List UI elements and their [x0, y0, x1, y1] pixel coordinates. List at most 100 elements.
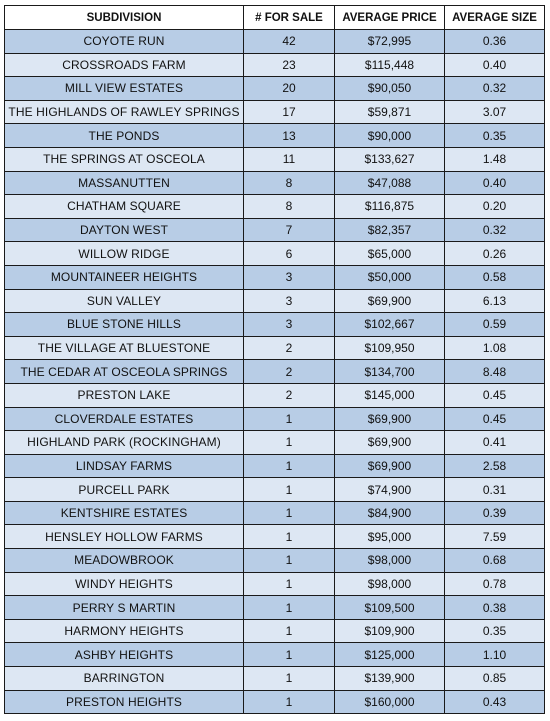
cell-subdivision: LINDSAY FARMS	[4, 453, 244, 479]
cell-average-price: $84,900	[334, 500, 445, 526]
cell-average-size: 0.20	[444, 194, 545, 219]
cell-average-size: 1.48	[444, 146, 545, 172]
cell-average-price: $69,900	[334, 288, 445, 314]
cell-average-price: $90,000	[334, 123, 445, 148]
cell-average-size: 0.32	[444, 217, 545, 243]
cell-subdivision: HENSLEY HOLLOW FARMS	[4, 524, 244, 550]
cell-average-size: 0.45	[444, 382, 545, 408]
table-row: CLOVERDALE ESTATES 1 $69,900 0.45	[4, 406, 545, 432]
cell-subdivision: MASSANUTTEN	[4, 170, 244, 196]
cell-average-size: 0.45	[444, 406, 545, 432]
table-row: CROSSROADS FARM 23 $115,448 0.40	[4, 52, 545, 78]
table-row: BLUE STONE HILLS 3 $102,667 0.59	[4, 312, 545, 337]
cell-for-sale: 1	[243, 548, 335, 573]
cell-for-sale: 17	[243, 99, 335, 125]
cell-average-size: 0.78	[444, 571, 545, 597]
cell-average-size: 0.35	[444, 123, 545, 148]
header-for-sale: # FOR SALE	[243, 5, 335, 30]
header-subdivision: SUBDIVISION	[4, 5, 244, 30]
cell-average-price: $139,900	[334, 666, 445, 691]
cell-for-sale: 3	[243, 264, 335, 290]
cell-subdivision: HIGHLAND PARK (ROCKINGHAM)	[4, 430, 244, 455]
cell-average-price: $69,900	[334, 406, 445, 432]
cell-for-sale: 2	[243, 335, 335, 361]
table-row: LINDSAY FARMS 1 $69,900 2.58	[4, 453, 545, 479]
cell-for-sale: 1	[243, 642, 335, 668]
cell-for-sale: 1	[243, 595, 335, 620]
table-row: COYOTE RUN 42 $72,995 0.36	[4, 29, 545, 54]
cell-average-size: 0.40	[444, 52, 545, 78]
cell-average-price: $98,000	[334, 548, 445, 573]
cell-for-sale: 1	[243, 571, 335, 597]
cell-for-sale: 2	[243, 382, 335, 408]
cell-average-size: 0.85	[444, 666, 545, 691]
table-row: SUN VALLEY 3 $69,900 6.13	[4, 288, 545, 314]
cell-subdivision: THE HIGHLANDS OF RAWLEY SPRINGS	[4, 99, 244, 125]
cell-average-price: $125,000	[334, 642, 445, 668]
cell-subdivision: PURCELL PARK	[4, 477, 244, 502]
cell-for-sale: 13	[243, 123, 335, 148]
cell-for-sale: 20	[243, 76, 335, 101]
cell-average-price: $82,357	[334, 217, 445, 243]
cell-average-size: 3.07	[444, 99, 545, 125]
table-row: MILL VIEW ESTATES 20 $90,050 0.32	[4, 76, 545, 101]
table-row: THE HIGHLANDS OF RAWLEY SPRINGS 17 $59,871…	[4, 99, 545, 125]
cell-subdivision: MILL VIEW ESTATES	[4, 76, 244, 101]
cell-average-price: $50,000	[334, 264, 445, 290]
cell-average-price: $102,667	[334, 312, 445, 337]
subdivision-table-container: SUBDIVISION # FOR SALE AVERAGE PRICE AVE…	[4, 5, 545, 715]
table-row: HENSLEY HOLLOW FARMS 1 $95,000 7.59	[4, 524, 545, 550]
table-row: THE SPRINGS AT OSCEOLA 11 $133,627 1.48	[4, 146, 545, 172]
cell-average-price: $72,995	[334, 29, 445, 54]
cell-average-size: 0.35	[444, 618, 545, 644]
cell-average-size: 0.38	[444, 595, 545, 620]
cell-average-size: 0.40	[444, 170, 545, 196]
cell-subdivision: WINDY HEIGHTS	[4, 571, 244, 597]
table-row: HARMONY HEIGHTS 1 $109,900 0.35	[4, 618, 545, 644]
table-row: HIGHLAND PARK (ROCKINGHAM) 1 $69,900 0.41	[4, 430, 545, 455]
cell-average-size: 0.58	[444, 264, 545, 290]
cell-average-size: 0.59	[444, 312, 545, 337]
cell-average-price: $59,871	[334, 99, 445, 125]
cell-average-size: 0.39	[444, 500, 545, 526]
table-row: THE CEDAR AT OSCEOLA SPRINGS 2 $134,700 8.4…	[4, 359, 545, 384]
cell-average-size: 0.32	[444, 76, 545, 101]
cell-subdivision: COYOTE RUN	[4, 29, 244, 54]
cell-subdivision: THE VILLAGE AT BLUESTONE	[4, 335, 244, 361]
table-row: PERRY S MARTIN 1 $109,500 0.38	[4, 595, 545, 620]
table-row: PRESTON HEIGHTS 1 $160,000 0.43	[4, 689, 545, 715]
cell-subdivision: PRESTON LAKE	[4, 382, 244, 408]
cell-average-price: $69,900	[334, 430, 445, 455]
cell-average-size: 6.13	[444, 288, 545, 314]
cell-subdivision: ASHBY HEIGHTS	[4, 642, 244, 668]
cell-subdivision: KENTSHIRE ESTATES	[4, 500, 244, 526]
cell-subdivision: CLOVERDALE ESTATES	[4, 406, 244, 432]
cell-for-sale: 1	[243, 689, 335, 715]
cell-average-price: $90,050	[334, 76, 445, 101]
cell-for-sale: 11	[243, 146, 335, 172]
table-row: MASSANUTTEN 8 $47,088 0.40	[4, 170, 545, 196]
cell-for-sale: 1	[243, 406, 335, 432]
cell-average-size: 0.43	[444, 689, 545, 715]
cell-for-sale: 42	[243, 29, 335, 54]
cell-average-size: 8.48	[444, 359, 545, 384]
table-row: MEADOWBROOK 1 $98,000 0.68	[4, 548, 545, 573]
cell-subdivision: DAYTON WEST	[4, 217, 244, 243]
table-body: COYOTE RUN 42 $72,995 0.36 CROSSROADS FARM 23…	[4, 29, 545, 715]
cell-average-price: $134,700	[334, 359, 445, 384]
cell-subdivision: WILLOW RIDGE	[4, 241, 244, 266]
cell-average-size: 0.36	[444, 29, 545, 54]
cell-subdivision: THE PONDS	[4, 123, 244, 148]
cell-average-size: 7.59	[444, 524, 545, 550]
cell-average-price: $109,900	[334, 618, 445, 644]
header-average-size: AVERAGE SIZE	[444, 5, 545, 30]
table-row: KENTSHIRE ESTATES 1 $84,900 0.39	[4, 500, 545, 526]
table-row: PURCELL PARK 1 $74,900 0.31	[4, 477, 545, 502]
table-row: THE PONDS 13 $90,000 0.35	[4, 123, 545, 148]
cell-subdivision: CHATHAM SQUARE	[4, 194, 244, 219]
cell-subdivision: HARMONY HEIGHTS	[4, 618, 244, 644]
cell-for-sale: 1	[243, 500, 335, 526]
cell-average-price: $98,000	[334, 571, 445, 597]
cell-subdivision: BLUE STONE HILLS	[4, 312, 244, 337]
table-row: WILLOW RIDGE 6 $65,000 0.26	[4, 241, 545, 266]
